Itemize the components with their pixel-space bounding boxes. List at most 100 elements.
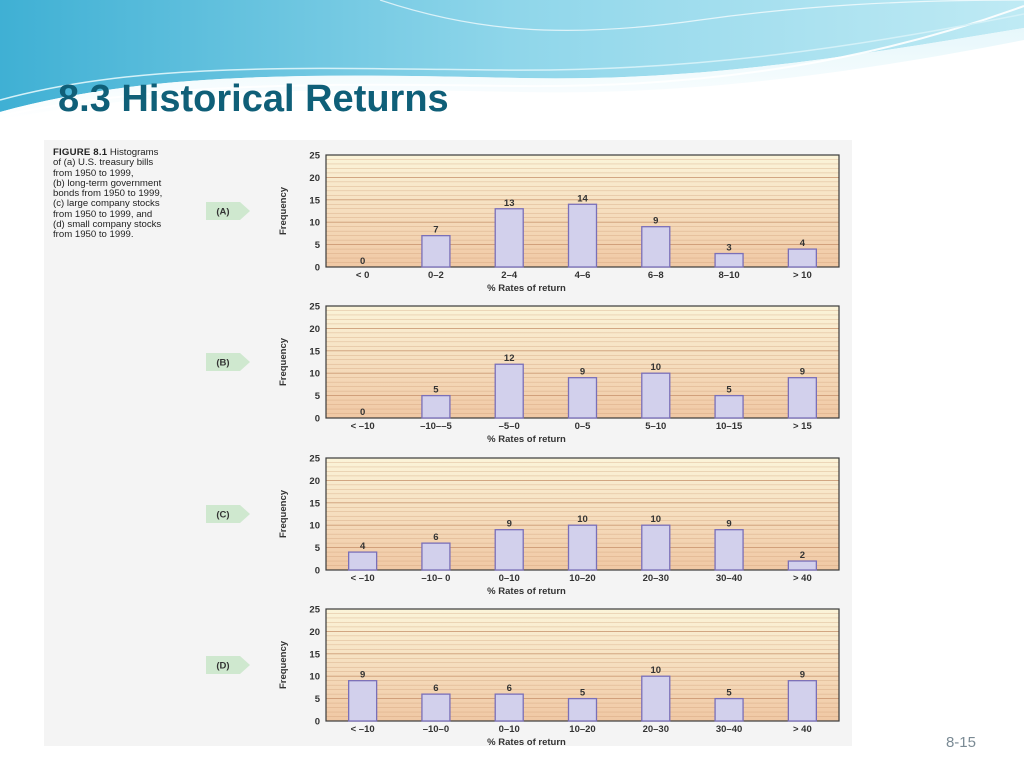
bar-value-label: 10 [650,514,661,525]
caption-line: Histograms [109,147,159,158]
y-tick-label: 15 [309,346,320,357]
bar [421,693,451,722]
bar-value-label: 9 [580,367,585,378]
y-tick-label: 20 [309,173,320,184]
bar [494,529,524,571]
bar [494,208,524,268]
caption-line: bonds from 1950 to 1999, [53,188,163,200]
x-tick-label: 4–6 [575,270,591,281]
bar [347,680,378,722]
x-tick-label: > 40 [793,573,812,584]
bar-value-label: 5 [726,688,732,699]
x-tick-label: < –10 [351,421,375,432]
bar [421,234,451,268]
x-tick-label: 0–10 [499,724,520,735]
bar [714,697,744,722]
x-tick-label: > 15 [793,421,812,432]
bar-value-label: 6 [433,683,438,694]
bar [714,252,744,268]
panel-tag [206,202,250,220]
bar-value-label: 13 [504,198,515,209]
x-tick-label: 30–40 [716,724,742,735]
bar-value-label: 5 [433,385,439,396]
bar-value-label: 3 [726,243,731,254]
y-tick-label: 0 [315,263,320,274]
bar [567,203,598,268]
bar [567,697,598,722]
bar-value-label: 0 [360,256,365,267]
y-tick-label: 20 [309,324,320,335]
bar-value-label: 10 [650,362,661,373]
bar-value-label: 10 [650,665,661,676]
bar [641,524,671,571]
bar [641,675,671,722]
x-tick-label: 5–10 [645,421,666,432]
bar-value-label: 9 [800,367,805,378]
slide-number: 8-15 [945,734,976,751]
caption-line: from 1950 to 1999, and [53,208,153,220]
x-tick-label: 30–40 [716,573,742,584]
histogram-panel-c: 0 5 10 15 20 25 Frequency 4 < –10 6 –10– 0 9 0–10 10 1… [206,454,840,597]
bar [641,226,671,268]
bar [421,542,451,571]
bar-value-label: 5 [580,688,586,699]
caption-line: of (a) U.S. treasury bills [53,157,154,169]
bar-value-label: 4 [360,541,366,552]
x-tick-label: < –10 [351,724,375,735]
x-tick-label: > 40 [793,724,812,735]
x-tick-label: 10–20 [569,724,595,735]
y-tick-label: 10 [309,672,320,683]
caption-line: (d) small company stocks [53,219,162,231]
y-tick-label: 10 [309,369,320,380]
histogram-panel-a: 0 5 10 15 20 25 Frequency 0 < 0 7 0–2 13 2–4 14 4–6 9 6–… [206,151,840,294]
panel-tag [206,656,250,674]
bar [421,394,451,419]
bar-value-label: 7 [433,225,438,236]
slide-title: 8.3 Historical Returns [58,78,449,120]
bar [714,529,744,571]
histogram-panel-b: 0 5 10 15 20 25 Frequency 0 < –10 5 –10––5 12 –5–0 9 0… [206,302,840,445]
x-tick-label: –10––5 [420,421,452,432]
x-tick-label: > 10 [793,270,812,281]
x-tick-label: 6–8 [648,270,664,281]
bar-value-label: 14 [577,193,588,204]
y-tick-label: 15 [309,498,320,509]
y-tick-label: 20 [309,627,320,638]
y-axis-label: Frequency [278,186,289,235]
x-tick-label: –5–0 [499,421,520,432]
panel-tag-label: (B) [216,358,229,369]
y-axis-label: Frequency [278,489,289,538]
x-tick-label: < 0 [356,270,369,281]
panel-tag [206,353,250,371]
bar [494,693,524,722]
y-tick-label: 5 [315,694,321,705]
x-tick-label: < –10 [351,573,375,584]
bar-value-label: 9 [800,670,805,681]
bar [787,377,818,419]
bar [787,560,818,571]
bar-value-label: 9 [507,519,512,530]
caption-line: (c) large company stocks [53,198,160,210]
bar-value-label: 0 [360,407,365,418]
y-tick-label: 15 [309,649,320,660]
caption-line: from 1950 to 1999. [53,229,134,241]
bar [714,394,744,419]
panel-tag-label: (D) [216,661,229,672]
x-tick-label: 10–20 [569,573,595,584]
y-tick-label: 0 [315,717,320,728]
bar-value-label: 6 [433,532,438,543]
bar [567,524,598,571]
y-tick-label: 0 [315,414,320,425]
x-axis-label: % Rates of return [487,737,566,748]
x-tick-label: 0–5 [575,421,592,432]
x-axis-label: % Rates of return [487,586,566,597]
figure-caption: FIGURE 8.1 Histograms of (a) U.S. treasu… [53,147,203,241]
y-tick-label: 25 [309,605,320,616]
y-tick-label: 10 [309,521,320,532]
bar-value-label: 4 [800,238,806,249]
bar [347,551,378,571]
y-axis-label: Frequency [278,337,289,386]
y-tick-label: 25 [309,151,320,162]
bar-value-label: 2 [800,550,805,561]
